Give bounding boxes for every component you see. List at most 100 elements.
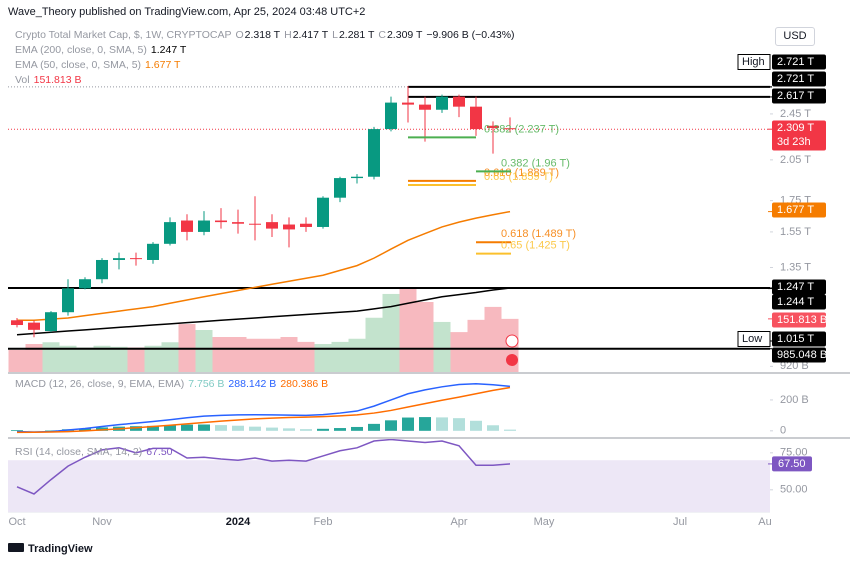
histogram-bar [283, 428, 295, 431]
x-tick-label: Au [758, 516, 771, 528]
candle-body [62, 288, 74, 313]
rsi-legend: RSI (14, close, SMA, 14, 2) 67.50 [15, 446, 177, 458]
candle-body [113, 258, 125, 260]
candle-body [487, 125, 499, 128]
candle-body [198, 220, 210, 232]
candle-body [283, 224, 295, 230]
rsi-line [16, 439, 511, 495]
macd-legend: MACD (12, 26, close, 9, EMA, EMA) 7.756 B… [15, 378, 332, 390]
volume-bar [127, 347, 145, 372]
tag-box [737, 331, 771, 347]
histogram-bar [453, 418, 465, 431]
publisher: Wave_Theory published on TradingView.com… [8, 6, 366, 18]
footer-logo: TradingView [28, 543, 93, 555]
volume-bar [42, 342, 60, 372]
volume-bar [450, 332, 468, 372]
x-tick-label: Jul [673, 516, 687, 528]
volume-bar [246, 338, 264, 372]
histogram-bar [402, 417, 414, 431]
y-tick-label: 1.35 T [780, 261, 811, 273]
y-tick-label: 2.05 T [780, 154, 811, 166]
volume-bar [229, 337, 247, 372]
event-icon[interactable] [506, 354, 518, 366]
volume-bar [161, 342, 179, 372]
candle-body [45, 312, 57, 332]
value-label-box [772, 456, 812, 472]
ohlc-key: C [378, 29, 386, 41]
fib-label: 0.618 (1.489 T) [501, 228, 576, 240]
indicator-value: 67.50 [146, 446, 173, 458]
candle-body [334, 178, 346, 198]
histogram-bar [96, 427, 108, 431]
volume-bar [314, 344, 332, 372]
histogram-bar [215, 425, 227, 431]
ohlc-value: 2.318 T [244, 29, 281, 41]
candle-body [317, 197, 329, 227]
price-label: 151.813 B [777, 314, 827, 326]
symbol-legend: Crypto Total Market Cap, $, 1W, CRYPTOCA… [15, 29, 519, 86]
ohlc-key: H [284, 29, 292, 41]
macd-line [16, 386, 511, 434]
volume-bar [25, 344, 43, 372]
candle-body [504, 128, 516, 130]
x-tick-label: Nov [92, 516, 112, 528]
price-label: 2.309 T [777, 122, 814, 134]
candle-body [181, 220, 193, 232]
histogram-bar [385, 420, 397, 431]
indicator-value: 7.756 B [188, 378, 225, 390]
y-tick-label: 1.55 T [780, 226, 811, 238]
ema-line [17, 210, 511, 322]
candle-body [164, 222, 176, 244]
volume-bar [110, 346, 128, 372]
candle-body [266, 222, 278, 229]
currency-button[interactable]: USD [775, 27, 815, 46]
volume-bar [59, 345, 77, 372]
candle-body [419, 104, 431, 110]
candle-body [232, 222, 244, 224]
fib-label: 0.382 (1.96 T) [501, 157, 570, 169]
y-tick-label: 75.00 [780, 447, 808, 459]
ohlc-value: 2.281 T [338, 29, 375, 41]
fib-label: 0.65 (1.425 T) [501, 239, 570, 251]
histogram-bar [130, 426, 142, 431]
countdown: 3d 23h [777, 136, 811, 148]
candle-body [28, 322, 40, 330]
price-label-box [772, 331, 826, 347]
event-icon[interactable] [505, 334, 519, 348]
fib-label: 0.382 (2.237 T) [484, 123, 559, 135]
y-tick-label: 50.00 [780, 484, 808, 496]
volume-bar [8, 349, 26, 372]
candle-body [249, 223, 261, 225]
fib-label: 0.618 (1.889 T) [484, 167, 559, 179]
candle-body [351, 176, 363, 179]
volume-bar [416, 302, 434, 372]
candle-body [436, 96, 448, 110]
histogram-bar [147, 425, 159, 431]
volume-bar [467, 319, 485, 372]
macd-line [16, 382, 511, 433]
candle-body [96, 259, 108, 280]
price-label-box [772, 202, 826, 218]
volume-bar [212, 337, 230, 372]
candle-body [11, 320, 23, 326]
volume-bar [93, 345, 111, 372]
candle-body [385, 102, 397, 130]
volume-bar [382, 293, 400, 372]
footer: TradingView [8, 543, 93, 555]
volume-bar [348, 338, 366, 372]
histogram-bar [249, 426, 261, 431]
indicator-value: 1.247 T [150, 44, 187, 56]
ohlc-key: L [332, 29, 338, 41]
price-label-box [772, 312, 826, 328]
candle-body [300, 223, 312, 227]
histogram-bar [470, 420, 482, 431]
rsi-band [8, 460, 770, 512]
histogram-bar [11, 430, 23, 431]
price-label-box [772, 347, 826, 363]
price-label: 1.677 T [777, 204, 814, 216]
y-tick-label: 200 B [780, 394, 809, 406]
price-label: 985.048 B [777, 349, 827, 361]
price-label-box [772, 279, 826, 295]
price-label: 1.015 T [777, 333, 814, 345]
